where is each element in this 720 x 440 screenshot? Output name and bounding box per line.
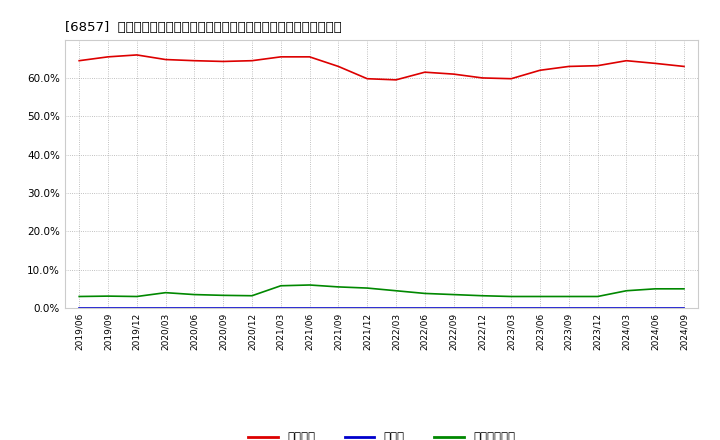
自己資本 (219, 59, 228, 64)
自己資本 (132, 52, 141, 58)
のれん (363, 305, 372, 311)
のれん (651, 305, 660, 311)
自己資本 (680, 64, 688, 69)
のれん (449, 305, 458, 311)
繰延税金資産 (75, 294, 84, 299)
繰延税金資産 (363, 286, 372, 291)
自己資本 (190, 58, 199, 63)
のれん (392, 305, 400, 311)
自己資本 (536, 68, 544, 73)
のれん (507, 305, 516, 311)
繰延税金資産 (161, 290, 170, 295)
自己資本 (392, 77, 400, 82)
自己資本 (75, 58, 84, 63)
のれん (593, 305, 602, 311)
自己資本 (248, 58, 256, 63)
のれん (420, 305, 429, 311)
繰延税金資産 (104, 293, 112, 299)
のれん (478, 305, 487, 311)
Line: 繰延税金資産: 繰延税金資産 (79, 285, 684, 297)
繰延税金資産 (449, 292, 458, 297)
のれん (219, 305, 228, 311)
自己資本 (104, 54, 112, 59)
繰延税金資産 (622, 288, 631, 293)
のれん (334, 305, 343, 311)
のれん (190, 305, 199, 311)
のれん (564, 305, 573, 311)
自己資本 (593, 63, 602, 68)
自己資本 (564, 64, 573, 69)
繰延税金資産 (248, 293, 256, 298)
のれん (161, 305, 170, 311)
自己資本 (622, 58, 631, 63)
繰延税金資産 (276, 283, 285, 288)
のれん (680, 305, 688, 311)
繰延税金資産 (132, 294, 141, 299)
繰延税金資産 (564, 294, 573, 299)
自己資本 (507, 76, 516, 81)
のれん (536, 305, 544, 311)
繰延税金資産 (190, 292, 199, 297)
のれん (132, 305, 141, 311)
繰延税金資産 (334, 284, 343, 290)
のれん (276, 305, 285, 311)
のれん (104, 305, 112, 311)
自己資本 (276, 54, 285, 59)
繰延税金資産 (420, 291, 429, 296)
自己資本 (420, 70, 429, 75)
のれん (622, 305, 631, 311)
繰延税金資産 (305, 282, 314, 288)
Legend: 自己資本, のれん, 繰延税金資産: 自己資本, のれん, 繰延税金資産 (243, 427, 520, 440)
自己資本 (161, 57, 170, 62)
繰延税金資産 (478, 293, 487, 298)
繰延税金資産 (392, 288, 400, 293)
Line: 自己資本: 自己資本 (79, 55, 684, 80)
のれん (248, 305, 256, 311)
繰延税金資産 (536, 294, 544, 299)
自己資本 (651, 61, 660, 66)
のれん (305, 305, 314, 311)
Text: [6857]  自己資本、のれん、繰延税金資産の総資産に対する比率の推移: [6857] 自己資本、のれん、繰延税金資産の総資産に対する比率の推移 (65, 21, 341, 34)
自己資本 (363, 76, 372, 81)
自己資本 (478, 75, 487, 81)
繰延税金資産 (593, 294, 602, 299)
繰延税金資産 (219, 293, 228, 298)
繰延税金資産 (651, 286, 660, 291)
自己資本 (305, 54, 314, 59)
繰延税金資産 (680, 286, 688, 291)
繰延税金資産 (507, 294, 516, 299)
のれん (75, 305, 84, 311)
自己資本 (449, 71, 458, 77)
自己資本 (334, 64, 343, 69)
